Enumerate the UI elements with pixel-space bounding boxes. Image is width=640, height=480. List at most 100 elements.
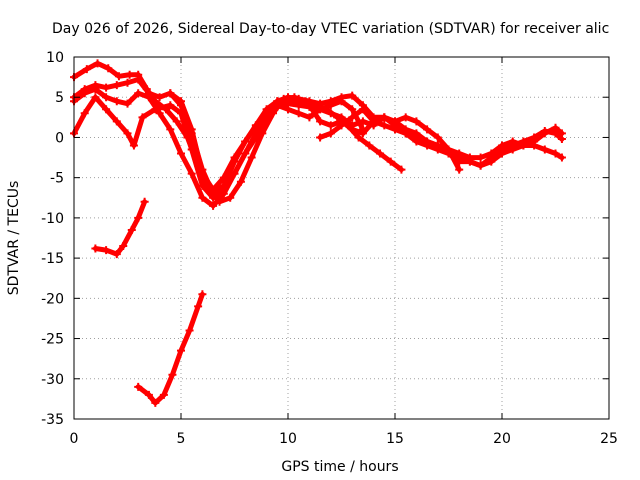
data-point <box>401 113 410 122</box>
data-point <box>401 129 410 138</box>
x-tick-label: 15 <box>386 431 404 447</box>
data-point <box>123 78 132 87</box>
data-point <box>358 105 367 114</box>
y-tick-label: -5 <box>50 171 64 187</box>
data-point <box>125 70 134 79</box>
data-point <box>455 157 464 166</box>
data-point <box>198 193 207 202</box>
data-point <box>358 129 367 138</box>
data-point <box>386 157 395 166</box>
data-point <box>112 250 121 259</box>
data-point <box>444 149 453 158</box>
data-point <box>487 149 496 158</box>
data-point <box>194 302 203 311</box>
data-point <box>93 59 102 68</box>
y-tick-label: 10 <box>46 50 64 66</box>
data-point <box>326 109 335 118</box>
data-point <box>380 121 389 130</box>
data-point <box>316 105 325 114</box>
data-point <box>433 145 442 154</box>
data-point <box>236 177 245 186</box>
data-point <box>423 125 432 134</box>
data-point <box>198 169 207 178</box>
data-point <box>262 109 271 118</box>
series-7 <box>91 197 149 259</box>
data-point <box>348 125 357 134</box>
data-point <box>316 117 325 126</box>
data-point <box>251 121 260 130</box>
series-line <box>135 291 205 406</box>
x-axis-label: GPS time / hours <box>281 459 398 475</box>
data-point <box>365 141 374 150</box>
data-point <box>380 113 389 122</box>
data-point <box>187 125 196 134</box>
data-point <box>198 290 207 299</box>
data-point <box>168 370 177 379</box>
data-point <box>247 153 256 162</box>
data-point <box>376 149 385 158</box>
data-point <box>519 141 528 150</box>
y-axis-label: SDTVAR / TECUs <box>6 181 22 296</box>
data-point <box>358 117 367 126</box>
data-point <box>166 101 175 110</box>
data-point <box>508 137 517 146</box>
data-point <box>305 101 314 110</box>
data-point <box>112 117 121 126</box>
data-point <box>119 242 128 251</box>
data-point <box>508 145 517 154</box>
x-tick-label: 5 <box>177 431 186 447</box>
data-point <box>476 161 485 170</box>
data-point <box>123 99 132 108</box>
data-point <box>172 117 181 126</box>
data-point <box>348 105 357 114</box>
data-point <box>209 201 218 210</box>
series-8 <box>134 290 207 407</box>
data-point <box>251 133 260 142</box>
data-point <box>316 133 325 142</box>
data-point <box>465 157 474 166</box>
data-point <box>412 137 421 146</box>
y-tick-label: -10 <box>41 211 64 227</box>
data-point <box>134 213 143 222</box>
data-point <box>423 141 432 150</box>
data-point <box>166 89 175 98</box>
data-point <box>348 91 357 100</box>
data-point <box>177 97 185 106</box>
plot-frame <box>73 56 610 420</box>
data-point <box>226 193 235 202</box>
series-layer <box>70 59 566 407</box>
data-point <box>129 141 138 150</box>
y-tick-label: -20 <box>41 291 64 307</box>
y-tick-label: 5 <box>55 90 64 106</box>
data-point <box>326 129 335 138</box>
data-point <box>138 113 147 122</box>
data-point <box>294 99 303 108</box>
series-line <box>167 90 565 193</box>
data-point <box>151 398 160 407</box>
data-point <box>80 89 89 98</box>
data-point <box>557 153 566 162</box>
data-point <box>209 185 218 194</box>
data-point <box>241 149 250 158</box>
data-point <box>369 117 378 126</box>
y-tick-label: -35 <box>41 412 64 428</box>
data-point <box>104 64 113 73</box>
data-point <box>82 65 91 74</box>
data-point <box>155 93 164 102</box>
data-point <box>134 89 143 98</box>
data-point <box>337 121 346 130</box>
data-point <box>219 173 228 182</box>
data-point <box>433 133 442 142</box>
data-point <box>112 97 121 106</box>
chart-title: Day 026 of 2026, Sidereal Day-to-day VTE… <box>52 21 609 37</box>
data-point <box>230 169 239 178</box>
y-tick-label: -25 <box>41 332 64 348</box>
data-point <box>219 185 228 194</box>
y-tick-label: -30 <box>41 372 64 388</box>
data-point <box>284 97 292 106</box>
data-point <box>305 113 314 122</box>
data-point <box>241 137 250 146</box>
data-point <box>166 125 175 134</box>
